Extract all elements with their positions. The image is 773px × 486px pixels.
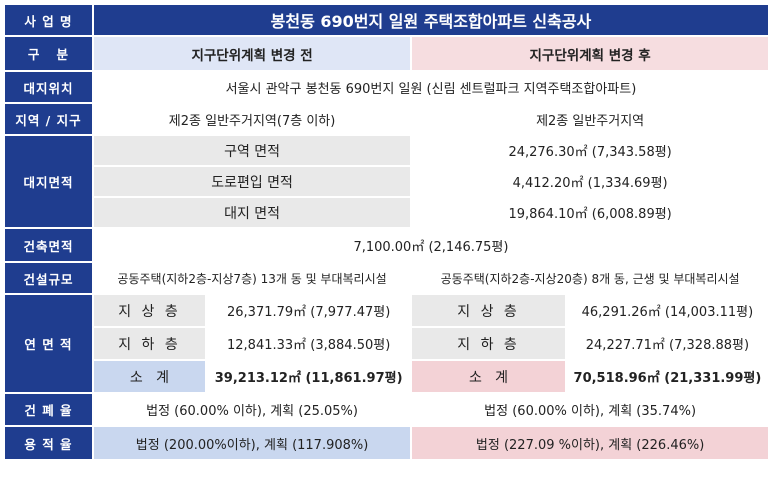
site-area-label: 대지면적: [5, 136, 92, 227]
building-area-value: 7,100.00㎡ (2,146.75평): [93, 229, 768, 261]
subtotal-after: 70,518.96㎡ (21,331.99평): [566, 361, 768, 392]
far-after: 법정 (227.09 %이하), 계획 (226.46%): [412, 427, 768, 459]
scale-before: 공동주택(지하2층-지상7층) 13개 동 및 부대복리시설: [93, 263, 411, 293]
location-value: 서울시 관악구 봉천동 690번지 일원 (신림 센트럴파크 지역주택조합아파트…: [93, 72, 768, 102]
zone-label: 지역 / 지구: [5, 104, 92, 134]
coverage-label: 건 폐 율: [5, 394, 92, 425]
building-area-label: 건축면적: [5, 229, 92, 261]
floor-area-label: 연 면 적: [5, 295, 92, 392]
coverage-after: 법정 (60.00% 이하), 계획 (35.74%): [412, 394, 768, 425]
row-coverage: 건 폐 율 법정 (60.00% 이하), 계획 (25.05%) 법정 (60…: [5, 394, 768, 425]
location-label: 대지위치: [5, 72, 92, 102]
section-area-value: 24,276.30㎡ (7,343.58평): [412, 136, 768, 165]
section-area-name: 구역 면적: [93, 136, 411, 165]
zone-before: 제2종 일반주거지역(7층 이하): [93, 104, 411, 134]
below-ground-name-after: 지 하 층: [412, 328, 565, 359]
row-floor-above: 연 면 적 지 상 층 26,371.79㎡ (7,977.47평) 지 상 층…: [5, 295, 768, 392]
subtotal-name-before: 소 계: [93, 361, 206, 392]
project-title: 봉천동 690번지 일원 주택조합아파트 신축공사: [93, 5, 768, 35]
below-ground-after: 24,227.71㎡ (7,328.88평): [566, 328, 768, 359]
row-far: 용 적 율 법정 (200.00%이하), 계획 (117.908%) 법정 (…: [5, 427, 768, 459]
row-building-area: 건축면적 7,100.00㎡ (2,146.75평): [5, 229, 768, 261]
scale-label: 건설규모: [5, 263, 92, 293]
below-ground-before: 12,841.33㎡ (3,884.50평): [207, 328, 411, 359]
above-ground-name-after: 지 상 층: [412, 295, 565, 326]
project-table: 사 업 명 봉천동 690번지 일원 주택조합아파트 신축공사 구 분 지구단위…: [3, 3, 770, 461]
road-area-name: 도로편입 면적: [93, 167, 411, 196]
row-site-area-1: 대지면적 구역 면적 24,276.30㎡ (7,343.58평): [5, 136, 768, 227]
above-ground-before: 26,371.79㎡ (7,977.47평): [207, 295, 411, 326]
row-scale: 건설규모 공동주택(지하2층-지상7층) 13개 동 및 부대복리시설 공동주택…: [5, 263, 768, 293]
row-location: 대지위치 서울시 관악구 봉천동 690번지 일원 (신림 센트럴파크 지역주택…: [5, 72, 768, 102]
far-before: 법정 (200.00%이하), 계획 (117.908%): [93, 427, 411, 459]
scale-after: 공동주택(지하2층-지상20층) 8개 동, 근생 및 부대복리시설: [412, 263, 768, 293]
row-project-name: 사 업 명 봉천동 690번지 일원 주택조합아파트 신축공사: [5, 5, 768, 35]
below-ground-name: 지 하 층: [93, 328, 206, 359]
zone-after: 제2종 일반주거지역: [412, 104, 768, 134]
row-floor-below: 지 하 층 12,841.33㎡ (3,884.50평) 지 하 층 24,22…: [5, 328, 768, 359]
far-label: 용 적 율: [5, 427, 92, 459]
row-floor-subtotal: 소 계 39,213.12㎡ (11,861.97평) 소 계 70,518.9…: [5, 361, 768, 392]
row-division: 구 분 지구단위계획 변경 전 지구단위계획 변경 후: [5, 37, 768, 70]
before-header: 지구단위계획 변경 전: [93, 37, 411, 70]
subtotal-name-after: 소 계: [412, 361, 565, 392]
lot-area-value: 19,864.10㎡ (6,008.89평): [412, 198, 768, 227]
subtotal-before: 39,213.12㎡ (11,861.97평): [207, 361, 411, 392]
row-site-area-3: 대지 면적 19,864.10㎡ (6,008.89평): [5, 198, 768, 227]
after-header: 지구단위계획 변경 후: [412, 37, 768, 70]
project-name-label: 사 업 명: [5, 5, 92, 35]
lot-area-name: 대지 면적: [93, 198, 411, 227]
row-site-area-2: 도로편입 면적 4,412.20㎡ (1,334.69평): [5, 167, 768, 196]
row-zone: 지역 / 지구 제2종 일반주거지역(7층 이하) 제2종 일반주거지역: [5, 104, 768, 134]
above-ground-after: 46,291.26㎡ (14,003.11평): [566, 295, 768, 326]
above-ground-name: 지 상 층: [93, 295, 206, 326]
coverage-before: 법정 (60.00% 이하), 계획 (25.05%): [93, 394, 411, 425]
road-area-value: 4,412.20㎡ (1,334.69평): [412, 167, 768, 196]
division-label: 구 분: [5, 37, 92, 70]
